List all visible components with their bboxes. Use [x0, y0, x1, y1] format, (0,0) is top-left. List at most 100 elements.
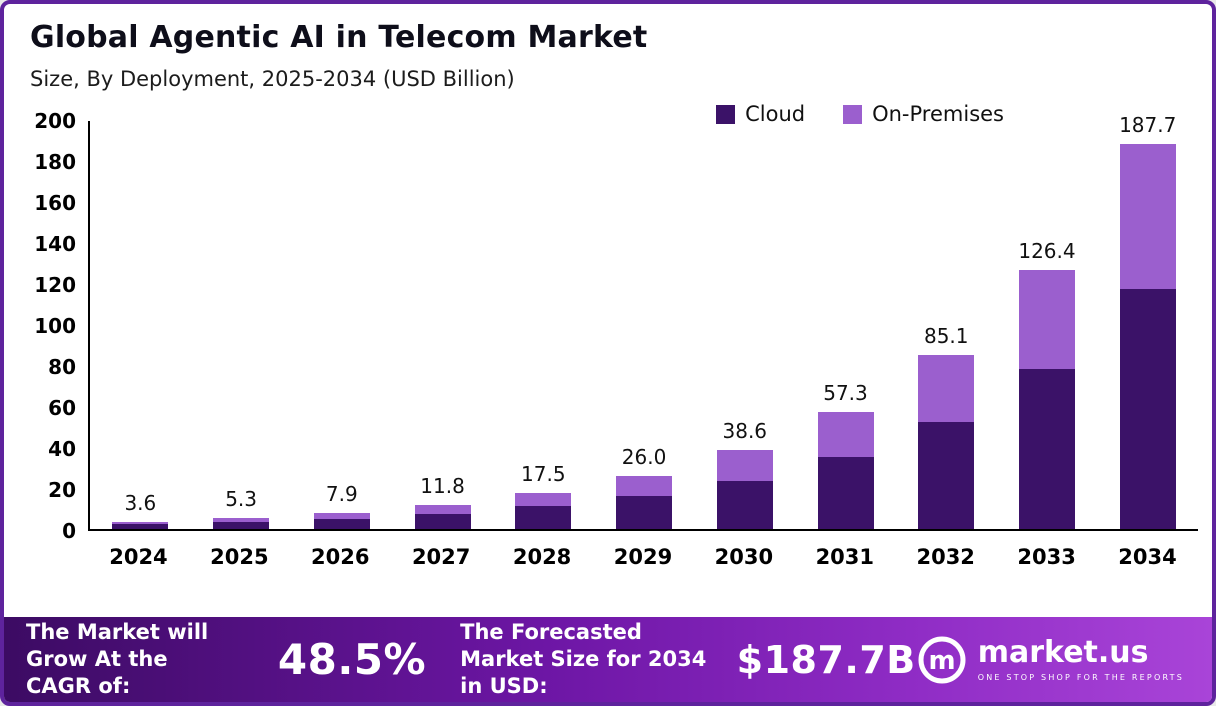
- bar-segment-onpremises: [1018, 269, 1075, 370]
- stacked-bar: [414, 504, 471, 529]
- cagr-label: The Market will Grow At the CAGR of:: [26, 619, 209, 699]
- chart-header: Global Agentic AI in Telecom Market Size…: [4, 4, 1212, 126]
- bar-total-label: 17.5: [521, 462, 566, 487]
- y-tick-label: 40: [48, 437, 76, 461]
- bar-segment-cloud: [515, 506, 572, 529]
- plot-wrap: 3.6 5.3 7.9 11.8 17.5 26.0 38.6 57.3 85.1 126.4 18…: [88, 113, 1198, 569]
- x-axis-labels: 2024 2025 2026 2027 2028 2029 2030 2031 2032 2033…: [88, 545, 1198, 569]
- x-axis-label: 2033: [1017, 545, 1076, 569]
- bar-column: 17.5: [493, 121, 594, 529]
- bar-total-label: 85.1: [923, 323, 969, 348]
- legend-swatch-onpremises: [843, 104, 863, 124]
- stacked-bar: [918, 354, 975, 529]
- bar-segment-onpremises: [918, 354, 975, 423]
- stacked-bar: [313, 512, 370, 529]
- x-axis-label: 2030: [714, 545, 774, 569]
- bar-segment-onpremises: [213, 518, 270, 523]
- marketus-icon: m: [918, 636, 966, 683]
- y-tick-label: 20: [48, 478, 76, 502]
- bar-segment-cloud: [716, 480, 773, 529]
- bar-total-label: 126.4: [1018, 238, 1076, 263]
- bar-segment-onpremises: [313, 512, 370, 519]
- legend-swatch-cloud: [716, 104, 736, 124]
- bar-segment-cloud: [1018, 369, 1075, 529]
- y-tick-label: 0: [62, 519, 76, 543]
- bar-column: 26.0: [594, 121, 695, 529]
- bar-segment-cloud: [112, 524, 169, 529]
- forecast-label: The Forecasted Market Size for 2034 in U…: [460, 619, 707, 699]
- legend-label-cloud: Cloud: [745, 102, 806, 126]
- bar-segment-cloud: [313, 518, 370, 529]
- bar-total-label: 11.8: [420, 473, 465, 498]
- cagr-value: 48.5%: [277, 635, 427, 684]
- bar-segment-onpremises: [414, 504, 471, 515]
- bar-segment-cloud: [817, 457, 874, 529]
- stacked-bar: [616, 475, 673, 529]
- x-axis-label: 2029: [613, 545, 673, 569]
- stacked-bar: [515, 493, 572, 529]
- page-title: Global Agentic AI in Telecom Market: [30, 20, 648, 55]
- bar-segment-cloud: [1119, 289, 1176, 529]
- y-tick-label: 140: [34, 232, 76, 256]
- y-axis: 0 20 40 60 80 100 120 140 160 180 200: [26, 109, 88, 543]
- x-axis-label: 2026: [311, 545, 370, 569]
- bar-total-label: 57.3: [823, 380, 868, 405]
- legend-item-cloud: Cloud: [716, 102, 805, 126]
- forecast-value: $187.7B: [736, 637, 916, 682]
- stacked-bar: [716, 449, 773, 529]
- y-tick-label: 100: [34, 314, 76, 338]
- y-tick-label: 200: [34, 109, 76, 133]
- svg-text:m: m: [928, 646, 955, 676]
- x-axis-label: 2034: [1118, 545, 1177, 569]
- stacked-bar: [1119, 144, 1176, 529]
- bar-segment-cloud: [414, 514, 471, 529]
- bar-total-label: 187.7: [1119, 113, 1177, 138]
- stacked-bar: [1018, 269, 1075, 529]
- bar-total-label: 3.6: [124, 490, 157, 515]
- stacked-bar: [213, 518, 270, 529]
- bar-total-label: 5.3: [225, 487, 257, 512]
- chart-section: 0 20 40 60 80 100 120 140 160 180 200 3.6 5.3 7.9 11.…: [26, 109, 1198, 569]
- bar-total-label: 26.0: [621, 444, 667, 469]
- footer-banner: The Market will Grow At the CAGR of: 48.…: [4, 617, 1212, 702]
- brand-tagline: ONE STOP SHOP FOR THE REPORTS: [977, 672, 1184, 682]
- x-axis-label: 2028: [512, 545, 572, 569]
- bar-column: 38.6: [694, 121, 795, 529]
- x-axis-label: 2027: [411, 545, 471, 569]
- stacked-bar: [817, 411, 874, 529]
- bar-segment-onpremises: [616, 475, 673, 497]
- bar-column: 57.3: [795, 121, 896, 529]
- bar-segment-cloud: [616, 496, 673, 529]
- brand-text: market.us ONE STOP SHOP FOR THE REPORTS: [977, 634, 1184, 682]
- brand-name: market.us: [977, 634, 1149, 670]
- legend-item-onpremises: On-Premises: [843, 102, 1004, 126]
- bar-segment-cloud: [213, 522, 270, 529]
- bar-column: 187.7: [1097, 113, 1198, 529]
- bar-segment-onpremises: [817, 411, 874, 458]
- bar-column: 11.8: [392, 121, 493, 529]
- bar-segment-onpremises: [515, 493, 572, 507]
- bar-column: 5.3: [191, 121, 292, 529]
- x-axis-label: 2031: [815, 545, 875, 569]
- bar-column: 85.1: [896, 121, 997, 529]
- legend: Cloud On-Premises: [716, 102, 1004, 126]
- y-tick-label: 160: [34, 191, 76, 215]
- bar-segment-onpremises: [112, 521, 169, 525]
- y-tick-label: 180: [34, 150, 76, 174]
- legend-label-onpremises: On-Premises: [872, 102, 1004, 126]
- bar-segment-cloud: [918, 422, 975, 529]
- y-tick-label: 120: [34, 273, 76, 297]
- bar-column: 7.9: [291, 121, 392, 529]
- bar-column: 126.4: [997, 121, 1098, 529]
- plot-area: 3.6 5.3 7.9 11.8 17.5 26.0 38.6 57.3 85.1 126.4 18…: [88, 113, 1198, 531]
- bar-segment-onpremises: [716, 449, 773, 481]
- brand-logo: m market.us ONE STOP SHOP FOR THE REPORT…: [916, 634, 1190, 686]
- x-axis-label: 2024: [109, 545, 168, 569]
- y-tick-label: 80: [48, 355, 76, 379]
- x-axis-label: 2032: [916, 545, 975, 569]
- y-tick-label: 60: [48, 396, 76, 420]
- bar-total-label: 7.9: [325, 481, 358, 506]
- x-axis-label: 2025: [210, 545, 269, 569]
- bar-total-label: 38.6: [722, 418, 768, 443]
